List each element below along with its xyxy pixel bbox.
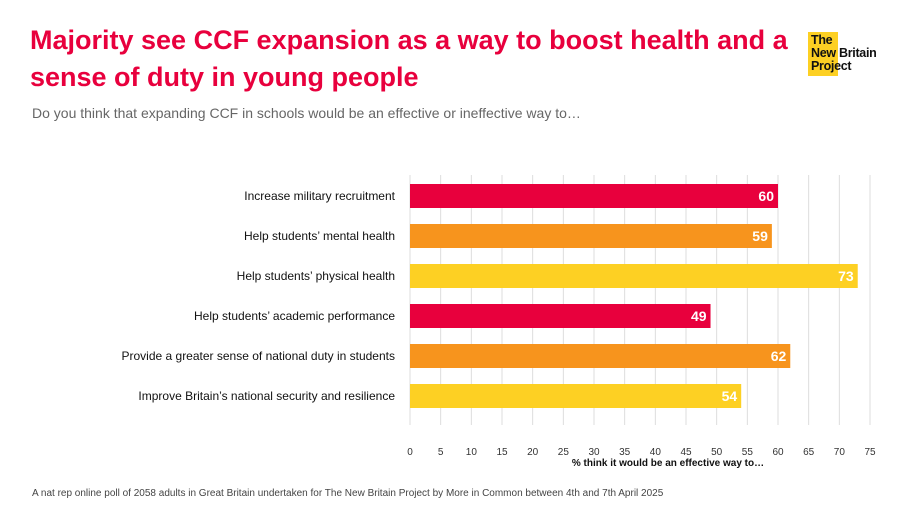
x-tick-label: 30	[588, 447, 600, 458]
chart-category-labels: Increase military recruitment Help studen…	[121, 189, 395, 403]
x-tick-label: 65	[803, 447, 815, 458]
x-tick-label: 35	[619, 447, 631, 458]
x-tick-label: 55	[742, 447, 754, 458]
x-tick-label: 25	[558, 447, 570, 458]
category-label: Improve Britain’s national security and …	[138, 389, 395, 403]
x-tick-label: 5	[438, 447, 444, 458]
chart-title: Majority see CCF expansion as a way to b…	[30, 25, 788, 92]
category-label: Help students’ mental health	[244, 229, 395, 243]
logo-line-1: The	[811, 33, 833, 47]
x-axis-label: % think it would be an effective way to…	[572, 458, 764, 469]
x-tick-label: 20	[527, 447, 539, 458]
bar	[410, 304, 711, 328]
bar-chart: Increase military recruitment Help studen…	[121, 175, 876, 469]
logo-line-2: New Britain	[811, 46, 877, 60]
bar-value-label: 59	[752, 228, 768, 244]
bar-value-label: 60	[758, 188, 774, 204]
chart-gridlines	[409, 175, 871, 425]
category-label: Provide a greater sense of national duty…	[121, 349, 395, 363]
bar-value-label: 54	[722, 388, 738, 404]
logo-text: The New Britain Project	[811, 33, 877, 73]
chart-bars	[410, 184, 858, 408]
chart-x-tick-labels: 0 5 10 15 20 25 30 35 40 45 50 55 60 65 70 75	[407, 447, 876, 458]
bar-value-label: 49	[691, 308, 707, 324]
bar	[410, 184, 778, 208]
x-tick-label: 60	[772, 447, 784, 458]
x-tick-label: 0	[407, 447, 413, 458]
category-label: Help students’ physical health	[237, 269, 395, 283]
new-britain-project-logo: The New Britain Project	[808, 32, 890, 76]
bar	[410, 264, 858, 288]
x-tick-label: 10	[466, 447, 478, 458]
x-tick-label: 40	[650, 447, 662, 458]
footnote: A nat rep online poll of 2058 adults in …	[32, 488, 664, 499]
x-tick-label: 45	[680, 447, 692, 458]
chart-subtitle: Do you think that expanding CCF in schoo…	[32, 105, 581, 121]
bar-value-label: 73	[838, 268, 854, 284]
bar	[410, 224, 772, 248]
x-tick-label: 50	[711, 447, 723, 458]
logo-yellow-block	[808, 32, 838, 76]
logo-line-3: Project	[811, 59, 852, 73]
x-tick-label: 15	[496, 447, 508, 458]
bar-value-label: 62	[771, 348, 787, 364]
bar	[410, 384, 742, 408]
x-tick-label: 75	[864, 447, 876, 458]
category-label: Increase military recruitment	[244, 189, 395, 203]
chart-data-labels: 60 59 73 49 62 54	[691, 188, 854, 404]
x-tick-label: 70	[834, 447, 846, 458]
bar	[410, 344, 791, 368]
category-label: Help students’ academic performance	[194, 309, 395, 323]
